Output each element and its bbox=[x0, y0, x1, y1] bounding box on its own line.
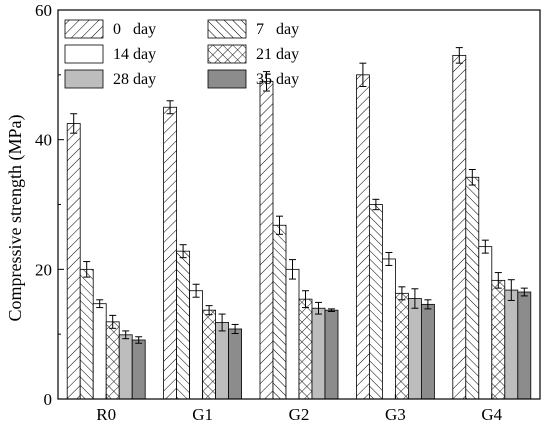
bar-g1-series-1 bbox=[176, 250, 191, 400]
y-tick-label-0: 0 bbox=[44, 390, 53, 409]
legend-swatch-2 bbox=[64, 44, 104, 64]
bar-r0-series-2 bbox=[92, 303, 107, 400]
y-tick-label-40: 40 bbox=[35, 131, 52, 150]
bar-g2-series-1 bbox=[272, 224, 287, 400]
bar-g2-series-0 bbox=[259, 80, 274, 400]
bar-g1-series-3 bbox=[202, 309, 217, 400]
bar-r0-series-5 bbox=[131, 339, 146, 400]
x-tick-label-g1: G1 bbox=[192, 405, 213, 424]
bar-r0-series-3 bbox=[105, 321, 120, 400]
bar-r0-series-4 bbox=[118, 334, 133, 400]
bar-g3-series-3 bbox=[394, 292, 409, 400]
legend-label-5: 35 day bbox=[256, 71, 299, 88]
legend-label-0: 0 day bbox=[113, 21, 156, 38]
legend-label-4: 28 day bbox=[113, 71, 156, 88]
bar-r0-series-0 bbox=[66, 123, 81, 400]
bar-g3-series-1 bbox=[368, 204, 383, 400]
bar-g2-series-2 bbox=[285, 268, 300, 400]
bar-g1-series-2 bbox=[189, 290, 204, 400]
legend-label-2: 14 day bbox=[113, 46, 156, 63]
legend-label-3: 21 day bbox=[256, 46, 299, 63]
bar-g1-series-0 bbox=[163, 106, 178, 400]
bar-g3-series-5 bbox=[420, 303, 435, 400]
y-axis-label: Compressive strength (MPa) bbox=[5, 115, 26, 322]
plot-area: R0 G1 G2 G3 G4 0 20 40 60 0 day 7 day 14 day 21 day 2… bbox=[35, 1, 541, 424]
bar-g1-series-4 bbox=[215, 322, 230, 400]
bar-g3-series-0 bbox=[355, 74, 370, 400]
legend-swatch-5 bbox=[207, 69, 247, 89]
bar-g2-series-4 bbox=[311, 307, 326, 400]
x-tick-label-r0: R0 bbox=[96, 405, 116, 424]
y-tick-label-60: 60 bbox=[35, 1, 52, 20]
x-tick-label-g3: G3 bbox=[385, 405, 406, 424]
bar-g4-series-4 bbox=[504, 289, 519, 400]
bar-r0-series-1 bbox=[79, 268, 94, 400]
y-tick-label-20: 20 bbox=[35, 260, 52, 279]
bar-g1-series-5 bbox=[228, 328, 243, 400]
bar-g2-series-3 bbox=[298, 298, 313, 400]
bar-g3-series-4 bbox=[407, 298, 422, 400]
legend-swatch-3 bbox=[207, 44, 247, 64]
bar-g4-series-0 bbox=[452, 54, 467, 400]
x-tick-label-g4: G4 bbox=[481, 405, 502, 424]
legend-label-1: 7 day bbox=[256, 21, 299, 38]
bar-g4-series-2 bbox=[478, 246, 493, 400]
x-tick-label-g2: G2 bbox=[289, 405, 310, 424]
bar-g4-series-1 bbox=[465, 176, 480, 400]
legend-swatch-0 bbox=[64, 19, 104, 39]
bar-g4-series-3 bbox=[491, 279, 506, 400]
bar-g2-series-5 bbox=[324, 309, 339, 400]
legend-swatch-1 bbox=[207, 19, 247, 39]
bar-g3-series-2 bbox=[381, 258, 396, 400]
legend-swatch-4 bbox=[64, 69, 104, 89]
bar-g4-series-5 bbox=[517, 291, 532, 400]
